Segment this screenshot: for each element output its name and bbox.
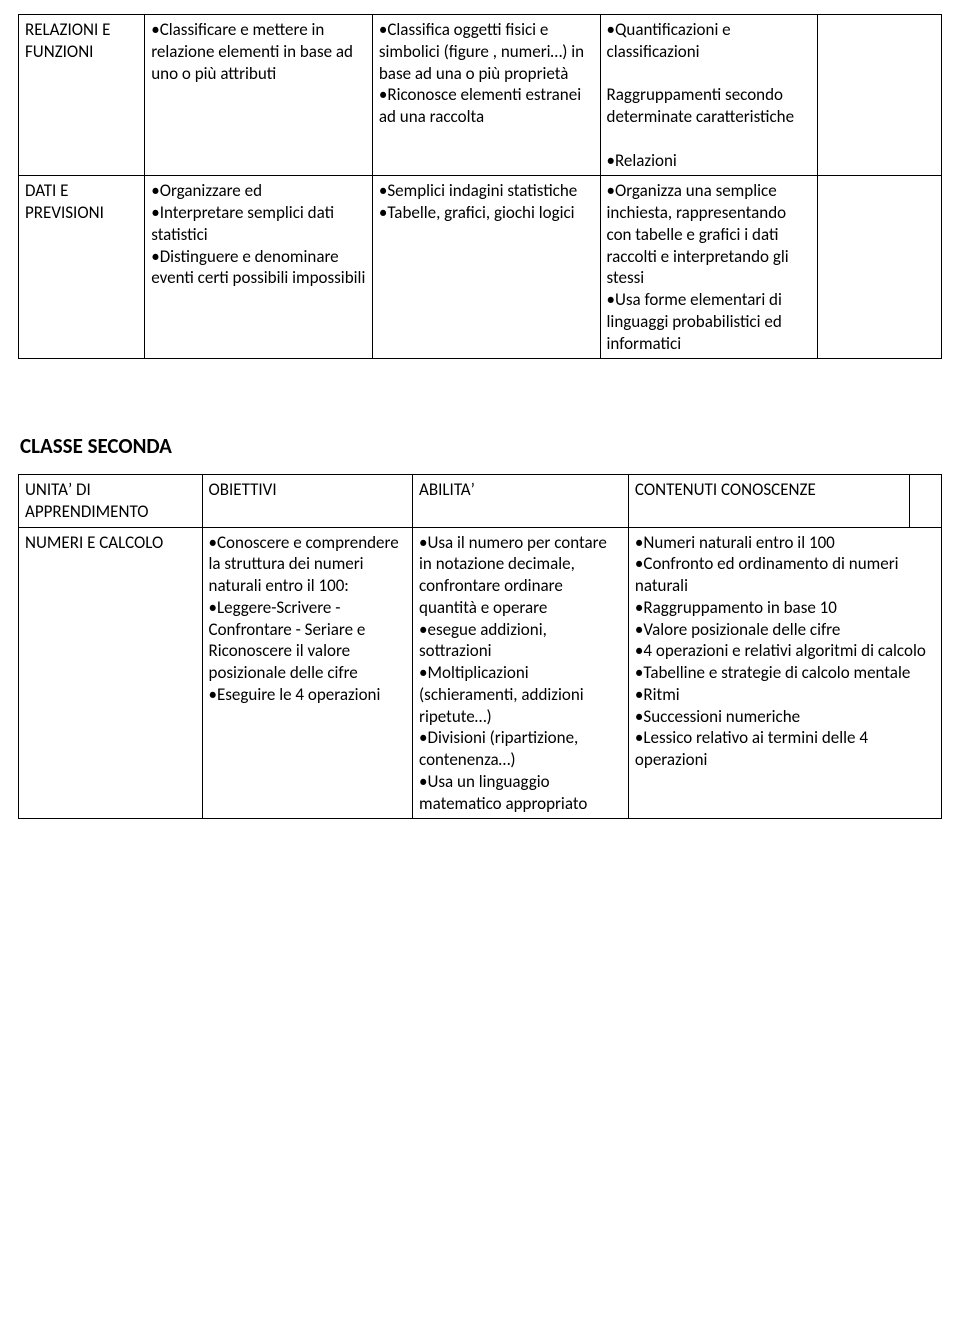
cell: •Semplici indagini statistiche•Tabelle, … (372, 176, 600, 359)
table-row: DATI E PREVISIONI •Organizzare ed•Interp… (19, 176, 942, 359)
colhead: OBIETTIVI (202, 475, 413, 528)
cell: •Quantificazioni e classificazioniRaggru… (600, 15, 817, 176)
curriculum-table-1: RELAZIONI E FUNZIONI •Classificare e met… (18, 14, 942, 359)
cell-rowhead: NUMERI E CALCOLO (19, 527, 203, 819)
cell (817, 176, 941, 359)
cell (817, 15, 941, 176)
cell: •Conoscere e comprendere la struttura de… (202, 527, 413, 819)
cell: •Classifica oggetti fisici e simbolici (… (372, 15, 600, 176)
cell: •Organizzare ed•Interpretare semplici da… (145, 176, 373, 359)
table-row: NUMERI E CALCOLO •Conoscere e comprender… (19, 527, 942, 819)
cell-rowhead: RELAZIONI E FUNZIONI (19, 15, 145, 176)
colhead: CONTENUTI CONOSCENZE (628, 475, 909, 528)
colhead: UNITAʼ DI APPRENDIMENTO (19, 475, 203, 528)
cell: •Numeri naturali entro il 100•Confronto … (628, 527, 941, 819)
curriculum-table-2: UNITAʼ DI APPRENDIMENTO OBIETTIVI ABILIT… (18, 474, 942, 819)
cell: •Classificare e mettere in relazione ele… (145, 15, 373, 176)
table-row: RELAZIONI E FUNZIONI •Classificare e met… (19, 15, 942, 176)
colhead (909, 475, 941, 528)
cell: •Usa il numero per contare in notazione … (413, 527, 629, 819)
cell-rowhead: DATI E PREVISIONI (19, 176, 145, 359)
section-heading: CLASSE SECONDA (20, 433, 942, 460)
colhead: ABILITAʼ (413, 475, 629, 528)
cell: •Organizza una semplice inchiesta, rappr… (600, 176, 817, 359)
table-header-row: UNITAʼ DI APPRENDIMENTO OBIETTIVI ABILIT… (19, 475, 942, 528)
